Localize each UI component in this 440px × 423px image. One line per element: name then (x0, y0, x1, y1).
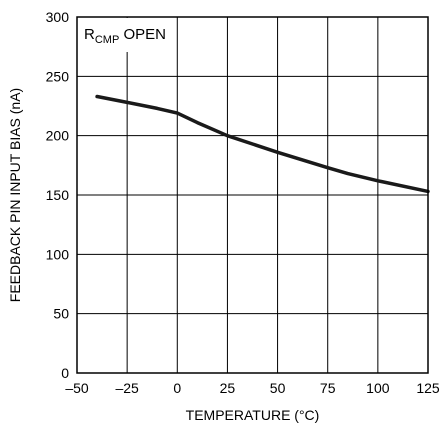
y-tick-label: 100 (46, 246, 70, 262)
series-line (95, 94, 430, 194)
x-tick-labels: –50 –25 0 25 50 75 100 125 (65, 380, 440, 396)
annotation-text: RCMP OPEN (84, 26, 166, 46)
series-layer (95, 94, 430, 194)
x-tick-label: –50 (65, 380, 89, 396)
x-tick-label: 50 (270, 380, 286, 396)
y-tick-label: 250 (46, 68, 70, 84)
grid (77, 17, 428, 373)
annotation-rest: OPEN (119, 26, 166, 43)
y-tick-label: 150 (46, 187, 70, 203)
y-tick-labels: 0 50 100 150 200 250 300 (46, 9, 70, 381)
y-tick-label: 50 (53, 306, 69, 322)
x-tick-label: 100 (366, 380, 390, 396)
annotation-subscript: CMP (95, 34, 119, 46)
x-tick-label: 75 (320, 380, 336, 396)
annotation-box: RCMP OPEN (78, 18, 176, 52)
y-tick-label: 300 (46, 9, 70, 25)
y-tick-label: 200 (46, 128, 70, 144)
x-tick-label: 125 (416, 380, 440, 396)
x-tick-label: –25 (115, 380, 139, 396)
x-tick-label: 0 (173, 380, 181, 396)
x-axis-label: TEMPERATURE (°C) (186, 407, 320, 423)
x-tick-label: 25 (220, 380, 236, 396)
y-tick-label: 0 (61, 365, 69, 381)
plot-frame (76, 16, 429, 374)
y-axis-label: FEEDBACK PIN INPUT BIAS (nA) (7, 88, 23, 302)
annotation-main: R (84, 26, 95, 43)
annotation-background (78, 18, 176, 52)
